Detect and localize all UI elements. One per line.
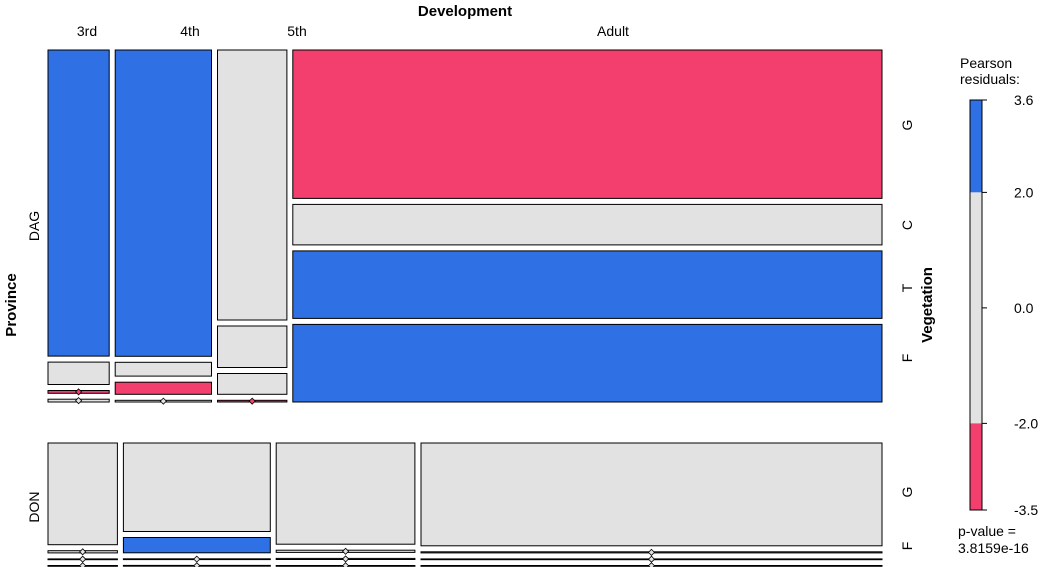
cell-dag-4th-t [114, 381, 212, 395]
legend-tick-label: -2.0 [1014, 415, 1038, 431]
zero-cell-marker [79, 562, 87, 567]
province-label-don: DON [26, 491, 42, 522]
zero-cell-marker [79, 555, 87, 563]
legend-tick-label: -3.5 [1014, 502, 1038, 518]
cell-dag-adult-f [292, 323, 883, 403]
legend-bar-frame [969, 99, 983, 511]
zero-cell-marker [79, 548, 87, 556]
legend-swatch-high [970, 100, 982, 193]
column-label-adult: Adult [597, 23, 629, 39]
zero-cell-marker [647, 555, 656, 563]
p-value: 3.8159e-16 [958, 540, 1029, 556]
zero-cell-marker [647, 548, 656, 556]
column-label-3rd: 3rd [77, 23, 97, 39]
province-labels: DAG DON [26, 211, 42, 523]
column-label-5th: 5th [287, 23, 306, 39]
cell-dag-adult-t [292, 250, 883, 319]
zero-cell-marker [647, 562, 656, 567]
cell-dag-4th-c [114, 361, 212, 377]
cell-don-3rd-g [47, 442, 118, 546]
province-label-dag: DAG [26, 211, 42, 241]
zero-cell-marker [75, 388, 83, 396]
legend: Pearson residuals: p-value = 3.8159e-16 … [958, 55, 1038, 556]
zero-cell-marker [342, 562, 350, 567]
legend-tick-label: 0.0 [1014, 300, 1034, 316]
chart-title: Development [418, 3, 512, 20]
cell-don-adult-g [420, 442, 883, 547]
y-axis-label: Province [3, 273, 20, 336]
cell-dag-5th-c [217, 325, 288, 368]
cell-dag-adult-c [292, 203, 883, 246]
right-axis-label: Vegetation [919, 267, 936, 343]
vegetation-label-dag-f: F [899, 354, 915, 363]
cell-dag-adult-g [292, 49, 883, 199]
zero-cell-marker [342, 555, 350, 563]
cell-dag-3rd-g [47, 49, 110, 357]
zero-cell-marker [159, 397, 167, 405]
vegetation-label-dag-c: C [899, 220, 915, 230]
mosaic-cells [47, 49, 883, 567]
cell-dag-5th-t [217, 373, 288, 395]
p-value-label: p-value = [958, 523, 1016, 539]
cell-dag-4th-g [114, 49, 212, 357]
vegetation-label-dag-t: T [899, 283, 915, 292]
vegetation-label-don-f: F [899, 542, 915, 551]
vegetation-label-dag-g: G [899, 120, 915, 131]
legend-title-line2: residuals: [960, 71, 1020, 87]
vegetation-labels: G C T F G F [899, 120, 915, 551]
zero-cell-marker [193, 555, 201, 563]
cell-don-4th-g [122, 442, 271, 532]
legend-title-line1: Pearson [960, 55, 1012, 71]
legend-swatch-mid [970, 192, 982, 424]
cell-don-4th-c [122, 537, 271, 554]
legend-tick-label: 2.0 [1014, 184, 1034, 200]
zero-cell-marker [75, 397, 83, 405]
zero-cell-marker [193, 562, 201, 567]
cell-don-5th-g [275, 442, 416, 545]
cell-dag-5th-g [217, 49, 288, 321]
cell-dag-3rd-c [47, 361, 110, 386]
zero-cell-marker [342, 547, 350, 555]
legend-tick-label: 3.6 [1014, 92, 1034, 108]
legend-swatch-low [970, 423, 982, 510]
column-label-4th: 4th [180, 23, 199, 39]
zero-cell-marker [248, 397, 256, 405]
vegetation-label-don-g: G [899, 487, 915, 498]
column-labels: 3rd 4th 5th Adult [77, 23, 629, 39]
